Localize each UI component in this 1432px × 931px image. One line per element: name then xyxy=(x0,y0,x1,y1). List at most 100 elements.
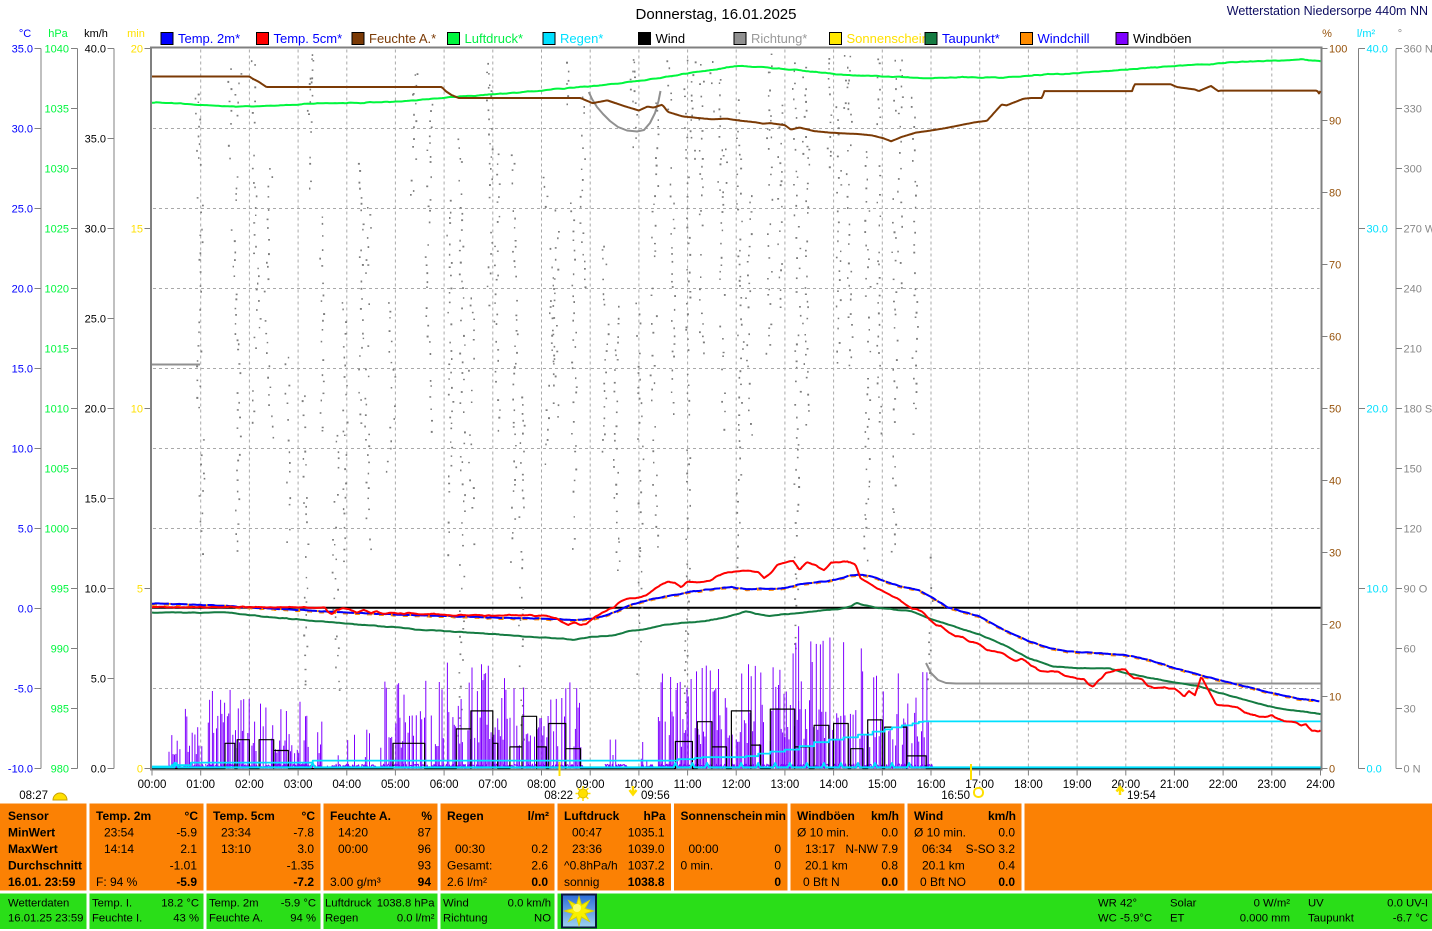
svg-text:360 N: 360 N xyxy=(1404,44,1432,56)
svg-text:00:47: 00:47 xyxy=(572,826,602,840)
svg-text:1039.0: 1039.0 xyxy=(628,842,665,856)
svg-text:0 N: 0 N xyxy=(1404,764,1421,776)
svg-text:03:00: 03:00 xyxy=(284,779,313,791)
svg-text:0 Bft NO: 0 Bft NO xyxy=(920,875,966,889)
svg-text:Gesamt:: Gesamt: xyxy=(447,859,492,873)
svg-text:0.8: 0.8 xyxy=(881,859,898,873)
svg-text:23:00: 23:00 xyxy=(1257,779,1286,791)
svg-text:0 W/m²: 0 W/m² xyxy=(1254,898,1291,910)
svg-text:995: 995 xyxy=(51,584,69,596)
svg-text:Luftdruck: Luftdruck xyxy=(325,898,372,910)
svg-text:UV: UV xyxy=(1308,898,1324,910)
svg-text:WC -5.9°C: WC -5.9°C xyxy=(1098,913,1152,925)
svg-text:1035: 1035 xyxy=(45,104,69,116)
svg-text:35.0: 35.0 xyxy=(85,134,106,146)
svg-text:1025: 1025 xyxy=(45,224,69,236)
svg-text:0.0 l/m²: 0.0 l/m² xyxy=(397,913,435,925)
svg-text:19:00: 19:00 xyxy=(1063,779,1092,791)
svg-text:21:00: 21:00 xyxy=(1160,779,1189,791)
svg-text:1030: 1030 xyxy=(45,164,69,176)
svg-text:00:00: 00:00 xyxy=(689,842,719,856)
svg-text:11:00: 11:00 xyxy=(674,779,702,791)
svg-text:Temp. 5cm*: Temp. 5cm* xyxy=(274,31,343,46)
svg-text:1038.8: 1038.8 xyxy=(628,875,665,889)
svg-text:40: 40 xyxy=(1329,476,1341,488)
svg-text:210: 210 xyxy=(1404,344,1422,356)
svg-text:14:20: 14:20 xyxy=(338,826,368,840)
svg-text:05:00: 05:00 xyxy=(381,779,410,791)
svg-text:0 Bft N: 0 Bft N xyxy=(803,875,840,889)
svg-text:40.0: 40.0 xyxy=(1367,44,1388,56)
svg-text:87: 87 xyxy=(418,826,432,840)
svg-text:hPa: hPa xyxy=(643,809,665,823)
svg-text:3.00 g/m³: 3.00 g/m³ xyxy=(330,875,381,889)
svg-text:Regen: Regen xyxy=(447,809,484,823)
svg-text:Regen: Regen xyxy=(325,913,358,925)
svg-text:93: 93 xyxy=(418,859,432,873)
svg-text:Regen*: Regen* xyxy=(560,31,603,46)
svg-text:23:54: 23:54 xyxy=(104,826,134,840)
svg-text:80: 80 xyxy=(1329,188,1341,200)
svg-text:Durchschnitt: Durchschnitt xyxy=(8,859,82,873)
svg-text:240: 240 xyxy=(1404,284,1422,296)
svg-text:Windböen: Windböen xyxy=(1133,31,1192,46)
svg-text:180 S: 180 S xyxy=(1404,404,1432,416)
svg-text:270 W: 270 W xyxy=(1404,224,1432,236)
svg-text:120: 120 xyxy=(1404,524,1422,536)
svg-text:°C: °C xyxy=(19,28,31,40)
svg-text:-5.0: -5.0 xyxy=(14,684,33,696)
svg-text:%: % xyxy=(421,809,432,823)
svg-text:09:00: 09:00 xyxy=(576,779,605,791)
svg-text:16:00: 16:00 xyxy=(917,779,946,791)
svg-text:Sensor: Sensor xyxy=(8,809,49,823)
svg-text:20.0: 20.0 xyxy=(1367,404,1388,416)
svg-text:hPa: hPa xyxy=(48,28,68,40)
svg-text:N-NW 7.9: N-NW 7.9 xyxy=(845,842,898,856)
svg-text:Ø 10 min.: Ø 10 min. xyxy=(797,826,849,840)
svg-text:30: 30 xyxy=(1329,548,1341,560)
svg-text:43 %: 43 % xyxy=(173,913,199,925)
svg-text:94: 94 xyxy=(418,875,432,889)
svg-text:12:00: 12:00 xyxy=(722,779,751,791)
svg-text:Windchill: Windchill xyxy=(1038,31,1090,46)
svg-text:13:00: 13:00 xyxy=(771,779,800,791)
svg-text:Richtung*: Richtung* xyxy=(751,31,807,46)
svg-text:10.0: 10.0 xyxy=(12,444,33,456)
svg-text:30.0: 30.0 xyxy=(85,224,106,236)
svg-text:1037.2: 1037.2 xyxy=(628,859,665,873)
svg-text:23:34: 23:34 xyxy=(221,826,251,840)
svg-text:0.0: 0.0 xyxy=(531,875,548,889)
svg-text:25.0: 25.0 xyxy=(12,204,33,216)
svg-text:Feuchte A.*: Feuchte A.* xyxy=(369,31,436,46)
svg-text:-7.8: -7.8 xyxy=(293,826,314,840)
svg-text:5: 5 xyxy=(137,584,143,596)
svg-text:1040: 1040 xyxy=(45,44,69,56)
svg-text:1015: 1015 xyxy=(45,344,69,356)
svg-text:0.0: 0.0 xyxy=(998,826,1015,840)
svg-text:0.0: 0.0 xyxy=(91,764,106,776)
svg-text:0: 0 xyxy=(1329,764,1335,776)
svg-text:50: 50 xyxy=(1329,404,1341,416)
svg-text:16:50: 16:50 xyxy=(941,790,970,802)
svg-text:S-SO 3.2: S-SO 3.2 xyxy=(966,842,1016,856)
svg-text:ET: ET xyxy=(1170,913,1185,925)
svg-text:Wetterstation Niedersorpe 440m: Wetterstation Niedersorpe 440m NN xyxy=(1227,4,1428,18)
svg-text:Ø 10 min.: Ø 10 min. xyxy=(914,826,966,840)
svg-text:1005: 1005 xyxy=(45,464,69,476)
svg-text:15.0: 15.0 xyxy=(12,364,33,376)
svg-text:980: 980 xyxy=(51,764,69,776)
svg-text:16.01. 23:59: 16.01. 23:59 xyxy=(8,875,76,889)
svg-text:Richtung: Richtung xyxy=(443,913,488,925)
svg-text:Windböen: Windböen xyxy=(797,809,855,823)
svg-text:08:27: 08:27 xyxy=(19,790,48,802)
svg-text:15.0: 15.0 xyxy=(85,494,106,506)
svg-text:1020: 1020 xyxy=(45,284,69,296)
svg-text:20.0: 20.0 xyxy=(85,404,106,416)
svg-text:km/h: km/h xyxy=(988,809,1016,823)
svg-text:Luftdruck: Luftdruck xyxy=(564,809,620,823)
svg-text:70: 70 xyxy=(1329,260,1341,272)
svg-text:15:00: 15:00 xyxy=(868,779,897,791)
svg-text:06:00: 06:00 xyxy=(430,779,459,791)
svg-text:1010: 1010 xyxy=(45,404,69,416)
svg-text:Feuchte I.: Feuchte I. xyxy=(92,913,142,925)
